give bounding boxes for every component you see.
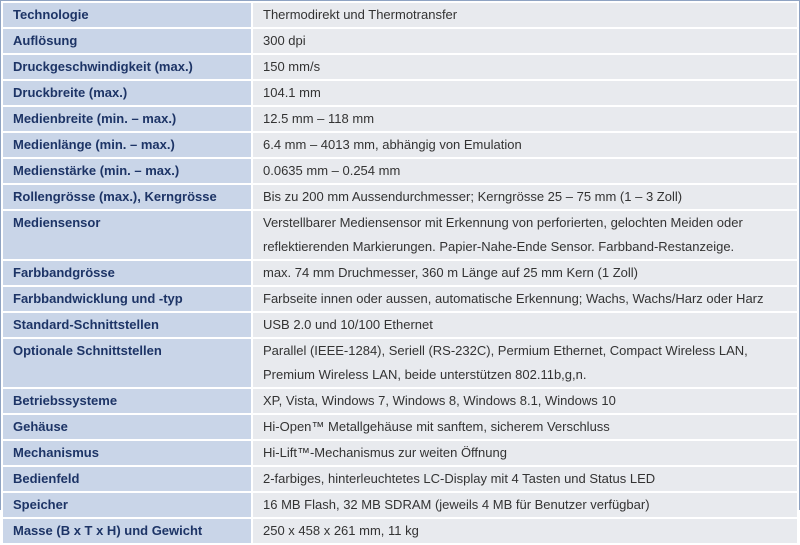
value-line: Bis zu 200 mm Aussendurchmesser; Kerngrö… [263,189,683,204]
spec-value: 6.4 mm – 4013 mm, abhängig von Emulation [251,131,799,159]
spec-label: Standard-Schnittstellen [1,311,253,339]
spec-value: 250 x 458 x 261 mm, 11 kg [251,517,799,545]
spec-value: Bis zu 200 mm Aussendurchmesser; Kerngrö… [251,183,799,211]
spec-label: Technologie [1,1,253,29]
spec-row: Druckgeschwindigkeit (max.) 150 mm/s [1,53,799,81]
spec-value: max. 74 mm Druchmesser, 360 m Länge auf … [251,259,799,287]
spec-row: Farbbandwicklung und -typ Farbseite innen… [1,285,799,313]
spec-label: Farbbandwicklung und -typ [1,285,253,313]
spec-value: Thermodirekt und Thermotransfer [251,1,799,29]
value-line: 6.4 mm – 4013 mm, abhängig von Emulation [263,137,522,152]
spec-value: 104.1 mm [251,79,799,107]
spec-row: Farbbandgrösse max. 74 mm Druchmesser, 36… [1,259,799,287]
spec-row: Bedienfeld 2-farbiges, hinterleuchtetes L… [1,465,799,493]
spec-label: Medienlänge (min. – max.) [1,131,253,159]
spec-value: Verstellbarer Mediensensor mit Erkennung… [251,209,799,261]
spec-label: Speicher [1,491,253,519]
spec-label: Betriebssysteme [1,387,253,415]
spec-row: Mediensensor Verstellbarer Mediensensor m… [1,209,799,261]
spec-row: Rollengrösse (max.), Kerngrösse Bis zu 20… [1,183,799,211]
spec-row: Medienbreite (min. – max.) 12.5 mm – 118 … [1,105,799,133]
spec-row: Optionale Schnittstellen Parallel (IEEE-1… [1,337,799,389]
spec-row: Medienlänge (min. – max.) 6.4 mm – 4013 m… [1,131,799,159]
value-line: reflektierenden Markierungen. Papier-Nah… [263,239,735,254]
spec-row: Betriebssysteme XP, Vista, Windows 7, Win… [1,387,799,415]
spec-label: Rollengrösse (max.), Kerngrösse [1,183,253,211]
spec-value: USB 2.0 und 10/100 Ethernet [251,311,799,339]
spec-label: Mediensensor [1,209,253,261]
spec-value: 150 mm/s [251,53,799,81]
spec-label: Masse (B x T x H) und Gewicht [1,517,253,545]
value-line: 104.1 mm [263,85,321,100]
spec-row: Standard-Schnittstellen USB 2.0 und 10/10… [1,311,799,339]
value-line: Hi-Open™ Metallgehäuse mit sanftem, sich… [263,419,610,434]
value-line: Thermodirekt und Thermotransfer [263,7,458,22]
value-line: Farbseite innen oder aussen, automatisch… [263,291,764,306]
spec-row: Speicher 16 MB Flash, 32 MB SDRAM (jeweil… [1,491,799,519]
value-line: 0.0635 mm – 0.254 mm [263,163,401,178]
value-line: 16 MB Flash, 32 MB SDRAM (jeweils 4 MB f… [263,497,650,512]
spec-value: 16 MB Flash, 32 MB SDRAM (jeweils 4 MB f… [251,491,799,519]
spec-row: Medienstärke (min. – max.) 0.0635 mm – 0.… [1,157,799,185]
spec-label: Gehäuse [1,413,253,441]
spec-label: Druckbreite (max.) [1,79,253,107]
spec-value: Farbseite innen oder aussen, automatisch… [251,285,799,313]
spec-label: Medienbreite (min. – max.) [1,105,253,133]
spec-row: Auflösung 300 dpi [1,27,799,55]
value-line: 150 mm/s [263,59,321,74]
spec-value: 0.0635 mm – 0.254 mm [251,157,799,185]
value-line: Hi-Lift™-Mechanismus zur weiten Öffnung [263,445,507,460]
spec-label: Farbbandgrösse [1,259,253,287]
spec-label: Bedienfeld [1,465,253,493]
spec-label: Optionale Schnittstellen [1,337,253,389]
spec-value: XP, Vista, Windows 7, Windows 8, Windows… [251,387,799,415]
spec-value: 2-farbiges, hinterleuchtetes LC-Display … [251,465,799,493]
value-line: 2-farbiges, hinterleuchtetes LC-Display … [263,471,656,486]
spec-row: Mechanismus Hi-Lift™-Mechanismus zur weit… [1,439,799,467]
value-line: Parallel (IEEE-1284), Seriell (RS-232C),… [263,343,748,358]
spec-value: 300 dpi [251,27,799,55]
value-line: Verstellbarer Mediensensor mit Erkennung… [263,215,743,230]
spec-row: Masse (B x T x H) und Gewicht 250 x 458 x… [1,517,799,545]
spec-label: Auflösung [1,27,253,55]
spec-row: Druckbreite (max.) 104.1 mm [1,79,799,107]
spec-value: Hi-Lift™-Mechanismus zur weiten Öffnung [251,439,799,467]
spec-label: Druckgeschwindigkeit (max.) [1,53,253,81]
spec-row: Technologie Thermodirekt und Thermotransf… [1,1,799,29]
value-line: XP, Vista, Windows 7, Windows 8, Windows… [263,393,616,408]
value-line: Premium Wireless LAN, beide unterstützen… [263,367,587,382]
value-line: 12.5 mm – 118 mm [263,111,375,126]
spec-value: 12.5 mm – 118 mm [251,105,799,133]
value-line: max. 74 mm Druchmesser, 360 m Länge auf … [263,265,638,280]
spec-value: Parallel (IEEE-1284), Seriell (RS-232C),… [251,337,799,389]
spec-row: Gehäuse Hi-Open™ Metallgehäuse mit sanfte… [1,413,799,441]
value-line: USB 2.0 und 10/100 Ethernet [263,317,433,332]
spec-label: Mechanismus [1,439,253,467]
value-line: 300 dpi [263,33,306,48]
spec-label: Medienstärke (min. – max.) [1,157,253,185]
spec-value: Hi-Open™ Metallgehäuse mit sanftem, sich… [251,413,799,441]
value-line: 250 x 458 x 261 mm, 11 kg [263,523,419,538]
